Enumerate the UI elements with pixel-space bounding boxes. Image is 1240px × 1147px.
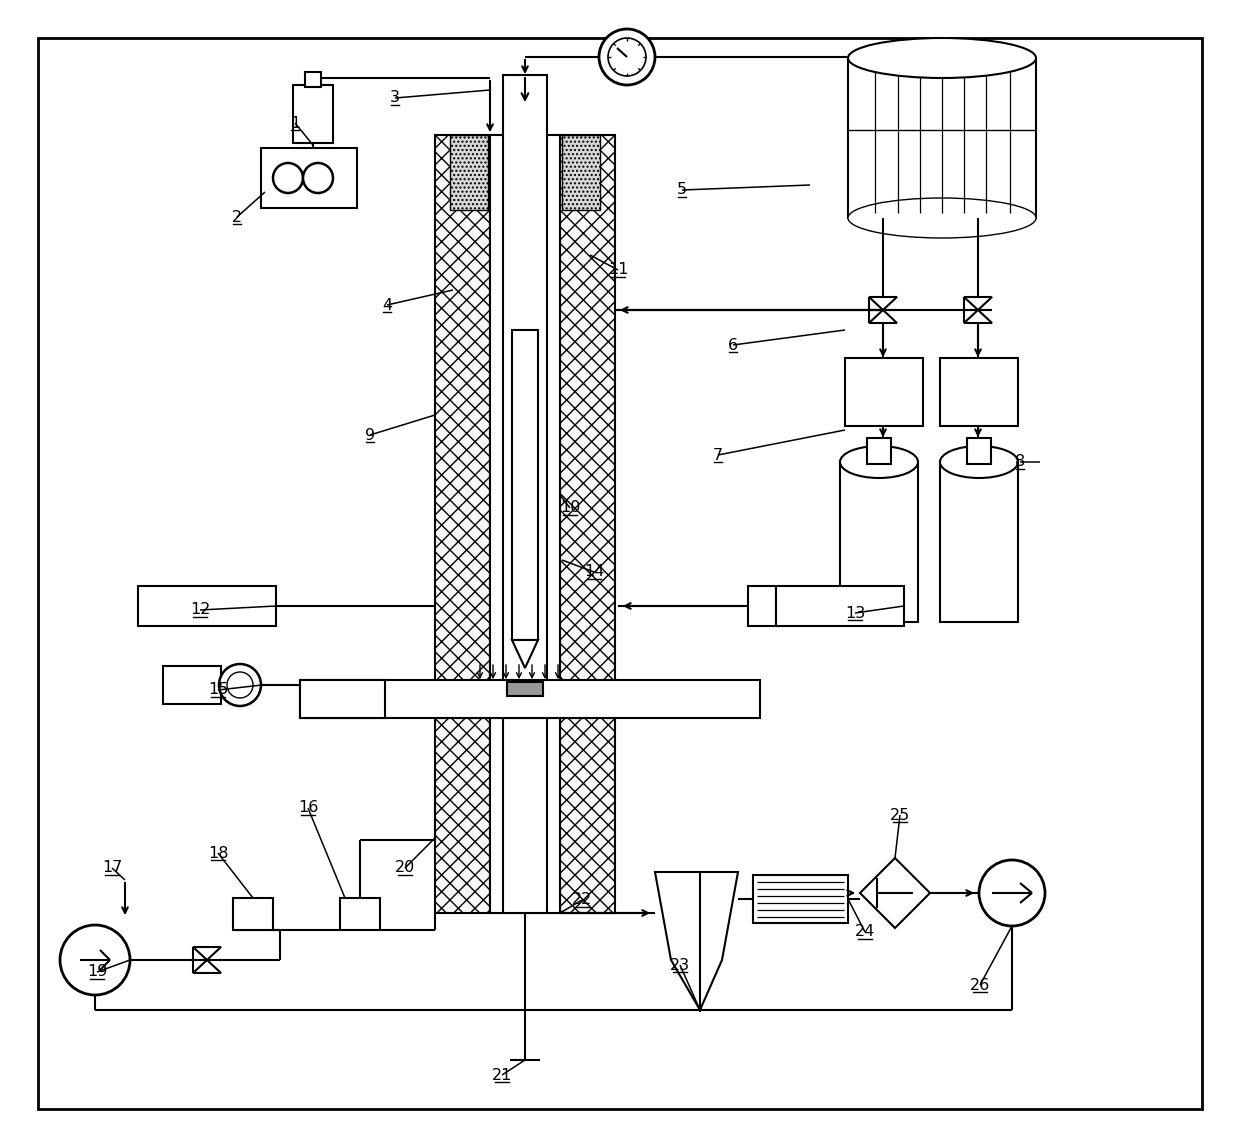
Text: 20: 20 xyxy=(394,860,415,875)
Bar xyxy=(503,718,547,913)
Bar xyxy=(940,358,1018,426)
Bar xyxy=(450,135,489,210)
Bar xyxy=(748,586,776,626)
Bar xyxy=(867,438,892,465)
Circle shape xyxy=(273,163,303,193)
Bar xyxy=(562,135,600,210)
Bar xyxy=(490,135,560,690)
Polygon shape xyxy=(193,960,221,973)
Text: 12: 12 xyxy=(190,602,211,617)
Circle shape xyxy=(227,672,253,699)
Bar xyxy=(233,898,273,930)
Bar xyxy=(848,58,1035,218)
Circle shape xyxy=(599,29,655,85)
Polygon shape xyxy=(512,640,538,668)
Polygon shape xyxy=(963,310,992,323)
Text: 25: 25 xyxy=(890,807,910,822)
Circle shape xyxy=(219,664,260,707)
Bar xyxy=(839,462,918,622)
Text: 6: 6 xyxy=(728,337,738,352)
Bar xyxy=(138,586,277,626)
Polygon shape xyxy=(963,297,992,310)
Polygon shape xyxy=(869,297,897,310)
Text: 1: 1 xyxy=(290,116,300,131)
Bar xyxy=(435,718,490,913)
Text: 26: 26 xyxy=(970,977,990,992)
Bar xyxy=(490,718,560,913)
Bar xyxy=(305,72,321,87)
Text: 5: 5 xyxy=(677,182,687,197)
Ellipse shape xyxy=(848,198,1035,237)
Bar xyxy=(340,898,379,930)
Bar xyxy=(844,358,923,426)
Text: 3: 3 xyxy=(391,91,401,106)
Bar xyxy=(293,85,334,143)
Circle shape xyxy=(303,163,334,193)
Text: 18: 18 xyxy=(208,845,228,860)
Bar xyxy=(776,586,904,626)
Text: 22: 22 xyxy=(572,892,593,907)
Bar xyxy=(300,680,384,718)
Text: 23: 23 xyxy=(670,958,691,973)
Bar xyxy=(435,135,490,690)
Polygon shape xyxy=(869,310,897,323)
Text: 4: 4 xyxy=(382,297,392,312)
Text: 13: 13 xyxy=(844,606,866,621)
Bar xyxy=(300,680,760,718)
Circle shape xyxy=(60,924,130,994)
Bar xyxy=(560,135,615,690)
Bar xyxy=(162,666,221,704)
Text: 8: 8 xyxy=(1014,454,1025,469)
Ellipse shape xyxy=(848,38,1035,78)
Text: 21: 21 xyxy=(492,1068,512,1083)
Circle shape xyxy=(980,860,1045,926)
Polygon shape xyxy=(655,872,738,1011)
Ellipse shape xyxy=(839,446,918,478)
Text: 19: 19 xyxy=(87,965,107,980)
Text: 10: 10 xyxy=(559,500,580,515)
Bar xyxy=(507,682,543,696)
Text: 24: 24 xyxy=(854,924,875,939)
Bar xyxy=(560,718,615,913)
Ellipse shape xyxy=(940,446,1018,478)
Polygon shape xyxy=(193,947,221,960)
Circle shape xyxy=(608,38,646,76)
Bar xyxy=(260,148,357,208)
Text: 2: 2 xyxy=(232,210,242,225)
Polygon shape xyxy=(861,858,930,928)
Text: 15: 15 xyxy=(208,682,228,697)
Text: 11: 11 xyxy=(608,263,629,278)
Bar xyxy=(753,875,848,923)
Text: 14: 14 xyxy=(584,564,604,579)
Bar xyxy=(503,75,547,700)
Bar xyxy=(967,438,991,465)
Text: 7: 7 xyxy=(713,447,723,462)
Text: 16: 16 xyxy=(298,801,319,816)
Text: 9: 9 xyxy=(365,428,374,443)
Text: 17: 17 xyxy=(102,860,123,875)
Bar xyxy=(940,462,1018,622)
Bar xyxy=(512,330,538,640)
